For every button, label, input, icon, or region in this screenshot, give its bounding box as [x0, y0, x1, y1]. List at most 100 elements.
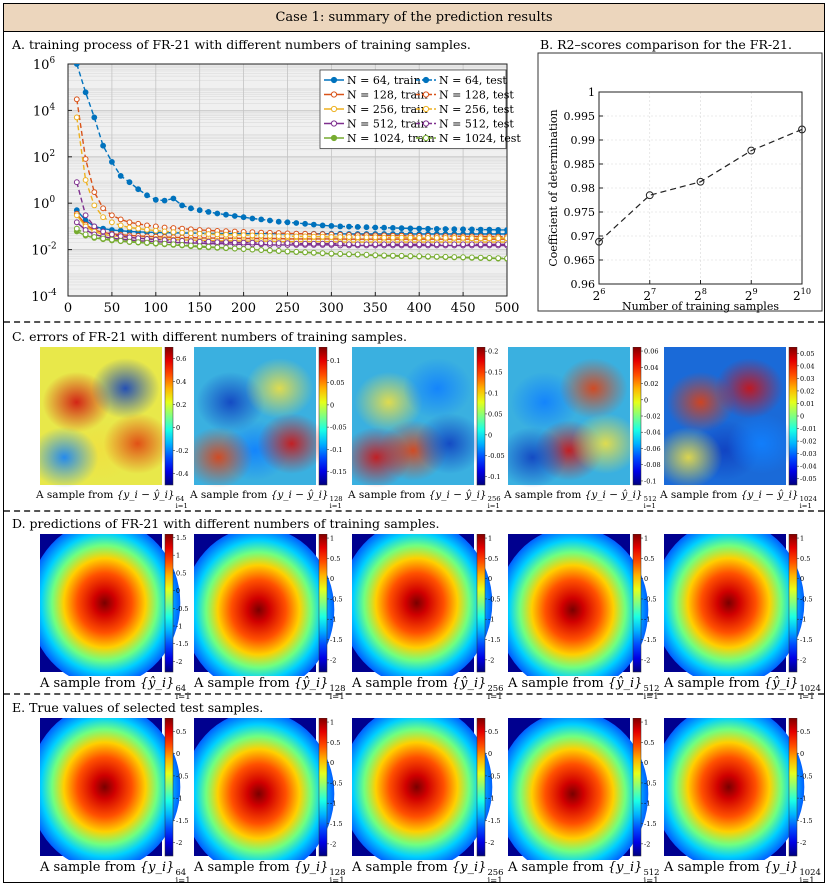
legend-label: N = 256, test [439, 103, 514, 116]
separator-d [4, 510, 824, 512]
r2-point [595, 237, 603, 246]
data-point [275, 233, 282, 240]
colorbar-tick-label: -0.5 [644, 779, 657, 787]
colorbar-tick-label: 0.5 [488, 555, 498, 563]
x-tick-label: 27 [643, 286, 656, 303]
data-point [442, 253, 449, 260]
separator-c [4, 321, 824, 323]
colorbar-tick-label: 0 [488, 431, 492, 439]
data-point [258, 216, 265, 223]
data-point [188, 205, 194, 212]
heat-blob [103, 413, 172, 474]
data-point [354, 241, 361, 248]
legend-label: N = 512, train [347, 118, 428, 131]
caption-c-1: A sample from {y_i − ŷ_i} 64 i=1 [36, 489, 188, 510]
colorbar-tick-label: -0.04 [800, 463, 817, 471]
data-point [495, 255, 502, 262]
data-point [161, 228, 168, 235]
heat-blob [194, 718, 335, 860]
legend-marker [330, 91, 338, 98]
data-point [302, 249, 309, 256]
data-point [126, 224, 133, 231]
data-point [451, 235, 458, 241]
colorbar-tick-label: 0.5 [330, 739, 340, 747]
colorbar-tick-label: -0.5 [488, 772, 501, 780]
colorbar-tick-label: -0.1 [488, 473, 501, 481]
colorbar-tick-label: -2 [330, 840, 336, 848]
data-point [328, 250, 335, 257]
data-point [284, 248, 291, 255]
colorbar [318, 718, 328, 857]
data-point [249, 239, 256, 246]
data-point [477, 241, 484, 248]
series-n-1024-test [73, 225, 507, 262]
heatmap-e-2: 1 0.5 0 -0.5 -1 -1.5 -2 [194, 718, 343, 860]
data-point [82, 231, 89, 238]
caption-d-5: A sample from {ŷ_i} 1024 i=1 [664, 676, 821, 701]
r2-point [645, 191, 654, 200]
data-point [416, 253, 423, 260]
heatmap-d-1: 1.5 1 0.5 0 -0.5 -1 -1.5 -2 [40, 534, 189, 676]
colorbar-tick-label: 0.05 [800, 350, 814, 358]
heat-blob [194, 427, 253, 488]
data-point [231, 213, 238, 219]
y-tick-label: 0.97 [571, 230, 596, 243]
colorbar-tick-label: -1 [330, 616, 336, 624]
data-point [504, 255, 507, 262]
data-point [398, 241, 405, 248]
data-point [249, 215, 256, 222]
data-point [328, 234, 335, 240]
data-point [126, 238, 133, 245]
colorbar-tick-label: 1 [330, 535, 334, 543]
data-point [223, 231, 229, 238]
legend-marker [330, 134, 338, 142]
heatmap-c-3: 0.2 0.15 0.1 0.05 0 -0.05 -0.1 [352, 347, 505, 488]
data-point [346, 251, 352, 258]
data-point [442, 241, 449, 248]
chart-b-frame [537, 52, 823, 312]
colorbar-tick-label: -0.2 [176, 447, 189, 455]
colorbar [318, 534, 328, 673]
heatmap-c-1: 0.6 0.4 0.2 0 -0.2 -0.4 [40, 347, 189, 488]
colorbar-tick-label: 0 [644, 396, 648, 404]
colorbar [788, 347, 798, 486]
chart-b-r2-scores: 0.96 0.965 0.97 0.975 0.98 0.985 0.99 0.995 1 26 2… [537, 52, 823, 313]
data-point [240, 232, 247, 239]
data-point [258, 247, 265, 253]
data-point [73, 179, 80, 186]
data-point [416, 225, 423, 232]
colorbar-tick-label: -1.5 [488, 636, 501, 644]
data-point [170, 229, 177, 236]
legend-marker [330, 76, 338, 84]
x-tick-label: 450 [451, 301, 476, 316]
data-point [196, 207, 203, 214]
data-point [381, 241, 388, 248]
x-tick-label: 210 [793, 286, 811, 303]
heat-blob [415, 413, 484, 474]
data-point [205, 231, 212, 237]
colorbar-tick-label: 0.5 [330, 555, 340, 563]
data-point [319, 222, 326, 229]
y-tick-label: 0.96 [571, 278, 596, 291]
data-point [109, 231, 115, 238]
colorbar-tick-label: -1.5 [800, 636, 813, 644]
heat-blob [40, 718, 181, 860]
data-point [425, 225, 431, 232]
colorbar-tick-label: -2 [800, 656, 806, 664]
figure-frame: Case 1: summary of the prediction result… [3, 3, 825, 885]
caption-c-3: A sample from {y_i − ŷ_i} 256 i=1 [348, 489, 501, 510]
colorbar-tick-label: 0 [488, 575, 492, 583]
data-point [504, 235, 507, 242]
colorbar-tick-label: 0.5 [800, 728, 810, 736]
y-tick-label: 0.975 [564, 206, 596, 219]
r2-point [798, 125, 806, 134]
colorbar-tick-label: -1.5 [330, 820, 343, 828]
data-point [284, 233, 291, 240]
data-point [100, 214, 106, 221]
caption-e-2: A sample from {y_i} 128 i=1 [194, 860, 346, 885]
heatmap-c-5: 0.05 0.04 0.03 0.02 0.01 0 -0.01 -0.02 -0.03 -0.0… [664, 347, 817, 488]
colorbar-tick-label: 0 [488, 750, 492, 758]
data-point [495, 227, 502, 233]
data-point [231, 239, 238, 246]
colorbar-tick-label: -0.06 [644, 445, 661, 453]
